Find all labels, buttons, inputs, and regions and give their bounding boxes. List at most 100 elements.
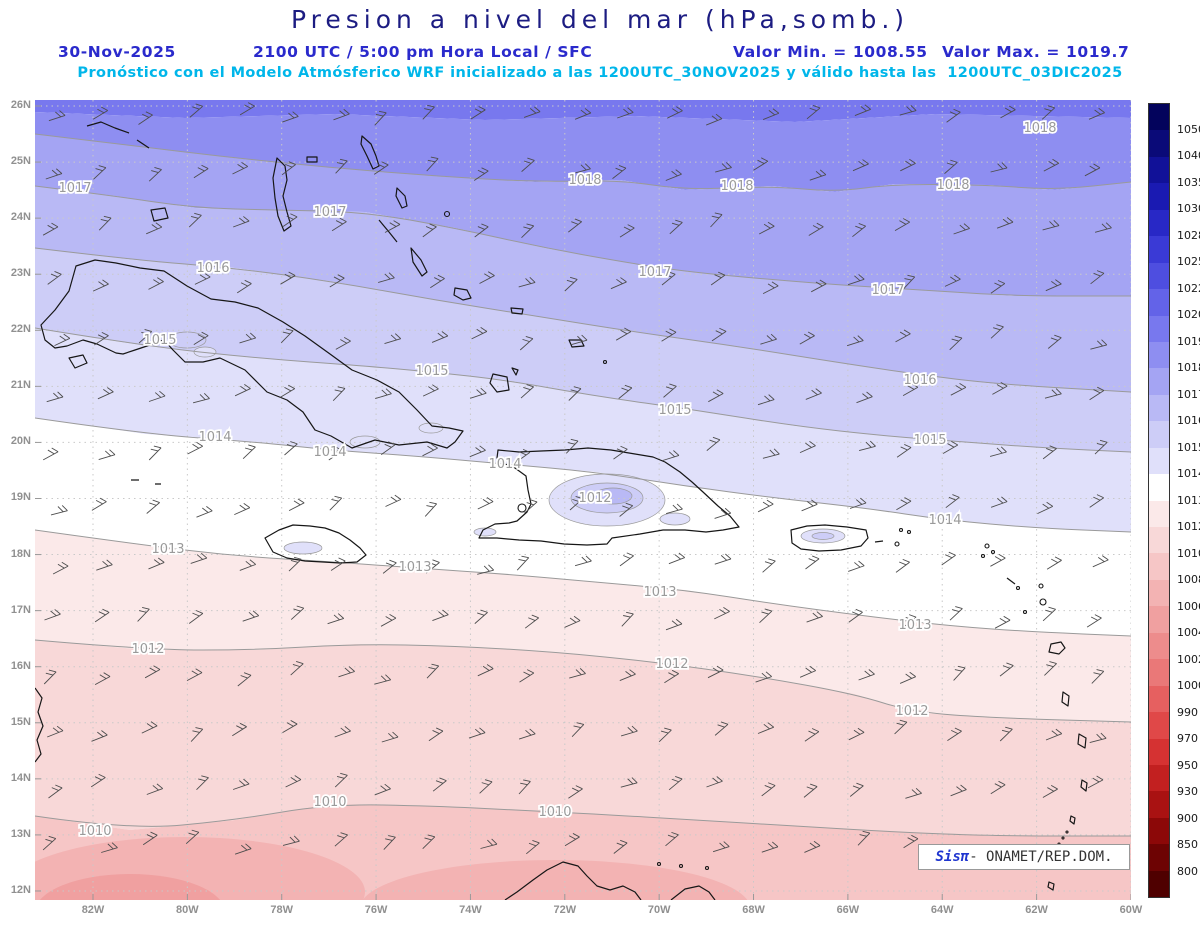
pressure-map-canvas: 1017 1017 1018 1018 1018 1018 1016 1017 1017 1015… (35, 100, 1131, 900)
contour-label: 1015 (913, 433, 946, 448)
contour-label: 1013 (898, 618, 931, 633)
lat-label: 23N (10, 267, 31, 280)
colorbar-label: 1015 (1177, 440, 1200, 454)
lat-label: 22N (10, 323, 31, 336)
colorbar-label: 1050 (1177, 122, 1200, 136)
contour-label: 1010 (538, 805, 571, 820)
colorbar-cell (1149, 500, 1169, 527)
colorbar-cell (1149, 579, 1169, 607)
colorbar-label: 800 (1177, 864, 1198, 878)
contour-label: 1014 (313, 445, 346, 460)
contour-label: 1017 (58, 181, 91, 196)
contour-label: 1013 (151, 542, 184, 557)
colorbar-cell (1149, 474, 1169, 501)
lon-label: 62W (1025, 904, 1048, 916)
colorbar-cell (1149, 262, 1169, 290)
colorbar-label: 1000 (1177, 679, 1200, 692)
low-pressure-patches (35, 837, 748, 900)
coastlines (35, 121, 1088, 900)
colorbar: 1050 1040 1035 1030 1028 1025 1022 1020 1019 1018… (1148, 103, 1200, 898)
lat-label: 19N (10, 491, 31, 504)
colorbar-label: 1019 (1177, 334, 1200, 348)
colorbar-label: 1013 (1177, 493, 1200, 507)
colorbar-cell (1149, 685, 1169, 713)
contour-label: 1010 (313, 795, 346, 810)
colorbar-label: 1017 (1177, 387, 1200, 401)
lon-label: 60W (1119, 904, 1143, 916)
time-label: 2100 UTC / 5:00 pm Hora Local / SFC (253, 43, 593, 61)
watermark: Sisπ - ONAMET/REP.DOM. (918, 844, 1130, 870)
contour-label: 1014 (928, 513, 961, 528)
colorbar-label: 1016 (1177, 414, 1200, 427)
lat-label: 18N (10, 547, 31, 560)
colorbar-cells (1148, 103, 1170, 898)
contour-label: 1013 (398, 560, 431, 575)
colorbar-label: 970 (1177, 732, 1198, 745)
colorbar-cell (1149, 817, 1169, 845)
contour-label: 1016 (903, 373, 936, 388)
max-value-label: Valor Max. = 1019.7 (942, 43, 1130, 61)
lat-label: 25N (10, 155, 31, 168)
colorbar-cell (1149, 289, 1169, 316)
colorbar-cell (1149, 341, 1169, 369)
contour-label: 1018 (1023, 121, 1056, 136)
colorbar-cell (1149, 104, 1169, 131)
contour-label: 1015 (143, 333, 176, 348)
colorbar-label: 1022 (1177, 281, 1200, 295)
colorbar-cell (1149, 764, 1169, 792)
colorbar-cell (1149, 447, 1169, 475)
contour-label: 1012 (578, 491, 611, 506)
watermark-brand: Sisπ (935, 849, 970, 865)
lat-label: 20N (10, 435, 31, 448)
colorbar-cell (1149, 236, 1169, 263)
grid-lines (35, 100, 1131, 900)
lat-label: 12N (10, 883, 31, 896)
lon-label: 76W (364, 904, 388, 916)
colorbar-label: 930 (1177, 785, 1198, 798)
colorbar-label: 1002 (1177, 652, 1200, 666)
lon-label: 64W (930, 904, 954, 916)
colorbar-label: 1006 (1177, 599, 1200, 613)
colorbar-label: 1004 (1177, 626, 1200, 639)
contour-label: 1016 (196, 261, 229, 276)
lat-label: 17N (10, 603, 31, 616)
lat-label: 14N (10, 771, 31, 784)
forecast-info-line: Pronóstico con el Modelo Atmósferico WRF… (77, 65, 1123, 81)
colorbar-label: 1018 (1177, 361, 1200, 374)
lon-label: 78W (270, 904, 294, 916)
lat-label: 21N (10, 379, 31, 392)
date-label: 30-Nov-2025 (58, 43, 176, 61)
contour-label: 1012 (655, 657, 688, 672)
colorbar-label: 950 (1177, 758, 1198, 772)
pressure-map: 1017 1017 1018 1018 1018 1018 1016 1017 1017 1015… (35, 100, 1131, 900)
lon-label: 82W (81, 904, 105, 916)
colorbar-label: 1010 (1177, 546, 1200, 560)
colorbar-cell (1149, 659, 1169, 686)
contour-label: 1017 (313, 205, 346, 220)
contour-lines (35, 133, 1131, 837)
colorbar-cell (1149, 712, 1169, 739)
colorbar-cell (1149, 738, 1169, 765)
contour-label: 1014 (488, 457, 521, 472)
colorbar-label: 1028 (1177, 228, 1200, 242)
colorbar-cell (1149, 632, 1169, 660)
contour-label: 1015 (415, 364, 448, 379)
colorbar-cell (1149, 130, 1169, 157)
lon-label: 68W (742, 904, 765, 916)
watermark-text: - ONAMET/REP.DOM. (969, 849, 1113, 865)
contour-label: 1018 (568, 173, 601, 188)
colorbar-label: 1020 (1177, 308, 1200, 321)
colorbar-label: 900 (1177, 811, 1198, 825)
colorbar-label: 1030 (1177, 202, 1200, 215)
colorbar-label: 1025 (1177, 255, 1200, 268)
colorbar-label: 1012 (1177, 520, 1200, 533)
min-value-label: Valor Min. = 1008.55 (733, 43, 928, 61)
colorbar-cell (1149, 553, 1169, 580)
colorbar-cell (1149, 844, 1169, 871)
lat-label: 16N (10, 659, 31, 672)
colorbar-cell (1149, 315, 1169, 342)
contour-label: 1012 (131, 642, 164, 657)
colorbar-cell (1149, 209, 1169, 237)
contour-label: 1014 (198, 430, 231, 445)
contour-label: 1017 (638, 265, 671, 280)
